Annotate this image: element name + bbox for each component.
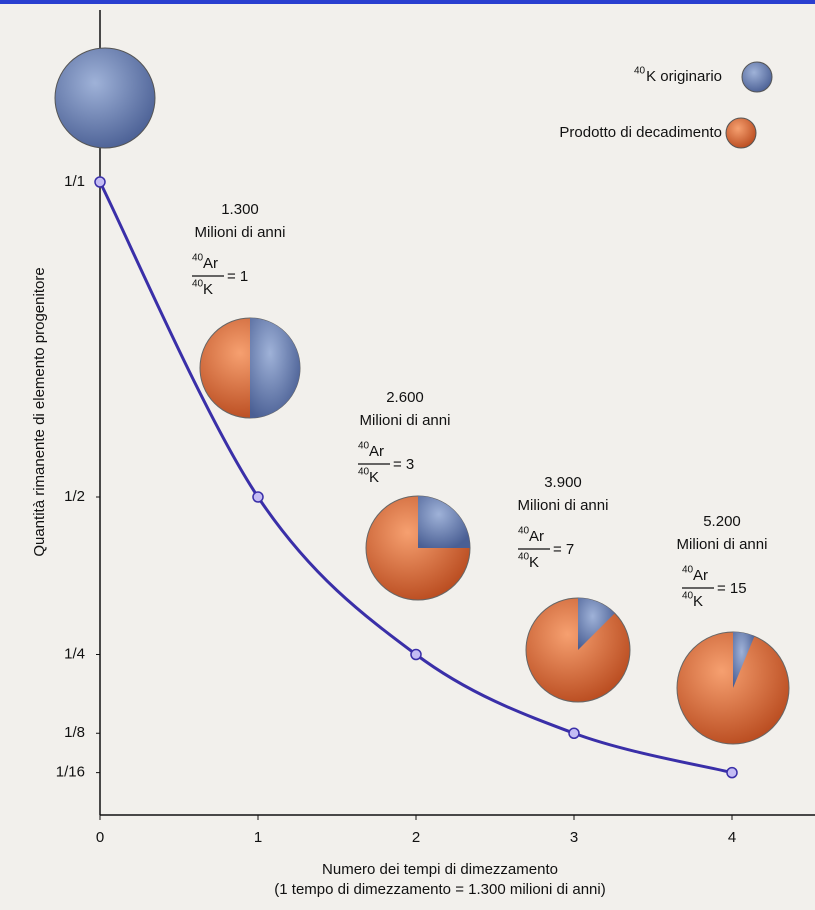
- x-tick-label: 0: [96, 829, 104, 846]
- y-tick-label: 1/1: [64, 173, 85, 190]
- pie-slice: [55, 48, 155, 148]
- x-tick-label: 3: [570, 829, 578, 846]
- isotope-mass: 40: [192, 253, 204, 264]
- ratio-denominator: K: [369, 469, 379, 486]
- x-tick-label: 4: [728, 829, 736, 846]
- y-axis-label: Quantità rimanente di elemento progenito…: [31, 267, 48, 556]
- isotope-mass: 40: [358, 467, 370, 478]
- legend-isotope: 40: [634, 66, 646, 77]
- annotation-time: 5.200: [703, 513, 741, 530]
- isotope-mass: 40: [192, 279, 204, 290]
- annotation-time: 2.600: [386, 389, 424, 406]
- annotation-time: 1.300: [221, 201, 259, 218]
- ratio-value: = 15: [717, 580, 747, 597]
- isotope-mass: 40: [518, 526, 530, 537]
- ratio-numerator: Ar: [369, 443, 384, 460]
- ratio-value: = 1: [227, 268, 248, 285]
- annotation-unit: Milioni di anni: [677, 536, 768, 553]
- legend-label: Prodotto di decadimento: [559, 124, 722, 141]
- annotation-unit: Milioni di anni: [518, 497, 609, 514]
- ratio-numerator: Ar: [693, 567, 708, 584]
- isotope-mass: 40: [682, 565, 694, 576]
- page: {"chart_data": { "type": "line", "ylabel…: [0, 0, 815, 910]
- x-tick-label: 2: [412, 829, 420, 846]
- ratio-value: = 3: [393, 456, 414, 473]
- x-axis-label: Numero dei tempi di dimezzamento: [322, 861, 558, 878]
- ratio-denominator: K: [529, 554, 539, 571]
- ratio-denominator: K: [693, 593, 703, 610]
- y-tick-label: 1/16: [56, 764, 85, 781]
- annotation-time: 3.900: [544, 474, 582, 491]
- annotation-unit: Milioni di anni: [360, 412, 451, 429]
- isotope-mass: 40: [682, 591, 694, 602]
- x-axis-note: (1 tempo di dimezzamento = 1.300 milioni…: [274, 881, 605, 898]
- top-rule: [0, 0, 815, 4]
- annotation-unit: Milioni di anni: [195, 224, 286, 241]
- data-point: [253, 492, 263, 502]
- legend-swatch: [742, 62, 772, 92]
- isotope-mass: 40: [358, 441, 370, 452]
- data-point: [411, 650, 421, 660]
- legend-label: K originario: [646, 68, 722, 85]
- ratio-numerator: Ar: [203, 255, 218, 272]
- ratio-value: = 7: [553, 541, 574, 558]
- ratio-numerator: Ar: [529, 528, 544, 545]
- data-point: [727, 768, 737, 778]
- x-tick-label: 1: [254, 829, 262, 846]
- data-point: [569, 728, 579, 738]
- data-point: [95, 177, 105, 187]
- y-tick-label: 1/4: [64, 645, 85, 662]
- isotope-mass: 40: [518, 552, 530, 563]
- chart: Quantità rimanente di elemento progenito…: [0, 0, 815, 910]
- y-tick-label: 1/2: [64, 488, 85, 505]
- y-tick-label: 1/8: [64, 724, 85, 741]
- ratio-denominator: K: [203, 281, 213, 298]
- legend-swatch: [726, 118, 756, 148]
